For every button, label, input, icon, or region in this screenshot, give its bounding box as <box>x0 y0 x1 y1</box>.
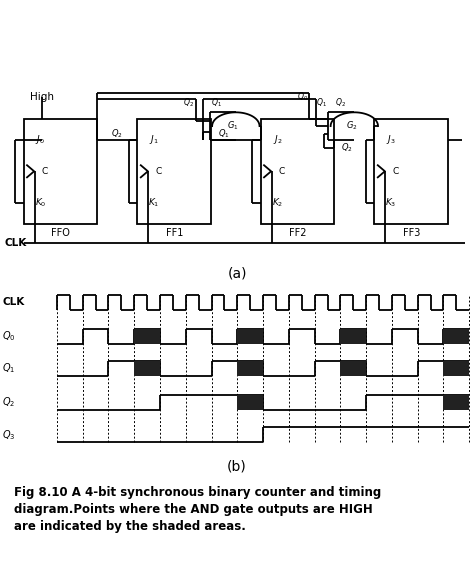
Text: $J_2$: $J_2$ <box>273 133 282 146</box>
Text: $J_1$: $J_1$ <box>149 133 159 146</box>
Text: $Q_2$: $Q_2$ <box>335 96 346 109</box>
Text: Fig 8.10 A 4-bit synchronous binary counter and timing
diagram.Points where the : Fig 8.10 A 4-bit synchronous binary coun… <box>14 487 382 533</box>
Text: $Q_2$: $Q_2$ <box>2 395 16 409</box>
Bar <box>134 361 160 376</box>
Bar <box>261 119 334 224</box>
Text: FFO: FFO <box>51 228 70 238</box>
Bar <box>237 395 263 410</box>
Text: FF1: FF1 <box>165 228 183 238</box>
Text: C: C <box>155 167 162 176</box>
Text: $Q_0$: $Q_0$ <box>297 91 308 103</box>
Bar <box>444 361 469 376</box>
Text: CLK: CLK <box>5 238 27 248</box>
Text: $Q_3$: $Q_3$ <box>2 428 16 441</box>
Text: FF3: FF3 <box>402 228 420 238</box>
Text: C: C <box>279 167 285 176</box>
Bar <box>137 119 211 224</box>
Text: $G_1$: $G_1$ <box>228 120 239 133</box>
Text: FF2: FF2 <box>289 228 306 238</box>
Text: $G_2$: $G_2$ <box>346 120 357 133</box>
Text: $K_2$: $K_2$ <box>272 196 283 209</box>
Bar <box>24 119 97 224</box>
Text: $Q_1$: $Q_1$ <box>211 96 222 109</box>
Text: $K_0$: $K_0$ <box>35 196 46 209</box>
Text: $Q_2$: $Q_2$ <box>111 127 123 140</box>
Text: $Q_2$: $Q_2$ <box>183 96 194 109</box>
Text: $J_3$: $J_3$ <box>386 133 396 146</box>
Text: $Q_1$: $Q_1$ <box>316 96 327 109</box>
Bar <box>340 361 366 376</box>
Text: $Q_2$: $Q_2$ <box>341 142 353 154</box>
Text: $Q_1$: $Q_1$ <box>2 362 16 375</box>
Bar <box>340 329 366 344</box>
Bar <box>237 361 263 376</box>
Text: C: C <box>392 167 399 176</box>
Text: C: C <box>42 167 48 176</box>
Text: (b): (b) <box>227 460 247 474</box>
Text: (a): (a) <box>227 266 247 280</box>
Bar <box>444 395 469 410</box>
Text: $K_3$: $K_3$ <box>385 196 397 209</box>
Text: $Q_1$: $Q_1$ <box>218 127 229 140</box>
Bar <box>444 329 469 344</box>
Bar <box>237 329 263 344</box>
Text: CLK: CLK <box>2 297 25 307</box>
Bar <box>374 119 448 224</box>
Text: $K_1$: $K_1$ <box>148 196 160 209</box>
Text: $J_0$: $J_0$ <box>36 133 45 146</box>
Text: $Q_0$: $Q_0$ <box>2 329 16 343</box>
Text: High: High <box>30 92 54 102</box>
Bar <box>134 329 160 344</box>
